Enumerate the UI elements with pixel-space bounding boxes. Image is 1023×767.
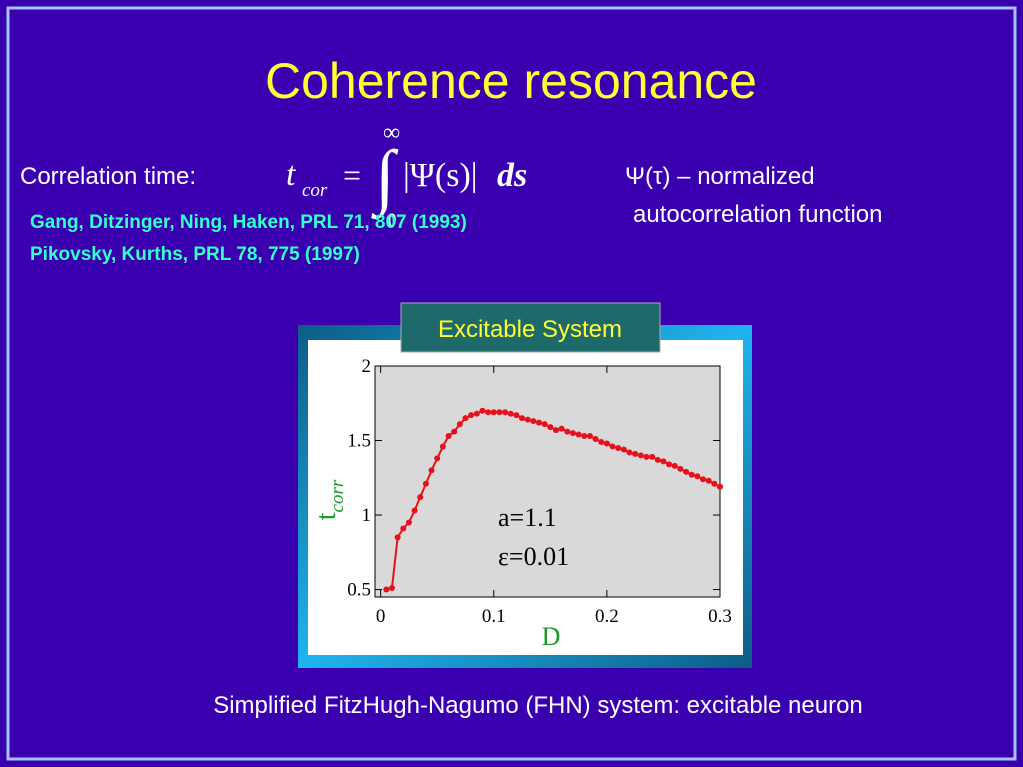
y-tick-label: 1.5: [347, 431, 371, 452]
x-tick-label: 0: [376, 606, 386, 627]
point: [451, 428, 458, 435]
point: [479, 407, 486, 414]
formula-integral: ∫: [371, 136, 399, 220]
point: [688, 471, 695, 478]
formula-integrand: |Ψ(s)|: [403, 157, 478, 194]
note: autocorrelation function: [633, 201, 883, 228]
point: [575, 431, 582, 438]
point: [524, 416, 531, 423]
box: [400, 302, 661, 353]
point: [439, 443, 446, 450]
annotation: a=1.1: [498, 503, 557, 532]
point: [428, 467, 435, 474]
label: Correlation time:: [20, 163, 196, 190]
point: [434, 455, 441, 462]
point: [637, 452, 644, 459]
point: [417, 494, 424, 501]
point: [603, 440, 610, 447]
point: [456, 421, 463, 428]
point: [666, 461, 673, 468]
y-axis-label: tcorr: [311, 479, 348, 520]
point: [394, 534, 401, 541]
point: [513, 412, 520, 419]
point: [660, 458, 667, 465]
reference: Gang, Ditzinger, Ning, Haken, PRL 71, 80…: [30, 212, 467, 233]
point: [717, 483, 723, 490]
point: [383, 586, 390, 593]
point: [507, 410, 514, 417]
point: [445, 433, 452, 440]
point: [643, 453, 650, 460]
point: [705, 477, 712, 484]
note: Ψ(τ) – normalized: [625, 163, 815, 190]
annotation: ε=0.01: [498, 542, 569, 571]
point: [400, 525, 407, 532]
point: [649, 453, 656, 460]
point: [502, 409, 509, 416]
formula-upper: ∞: [383, 120, 400, 146]
point: [677, 465, 684, 472]
point: [694, 473, 701, 480]
x-tick-label: 0.3: [708, 606, 732, 627]
point: [558, 425, 565, 432]
caption: Simplified FitzHugh-Nagumo (FHN) system:…: [213, 692, 863, 719]
point: [485, 409, 492, 416]
point: [496, 409, 503, 416]
point: [530, 418, 537, 425]
point: [405, 519, 412, 526]
point: [632, 450, 639, 457]
title: Coherence resonance: [265, 53, 757, 109]
formula: t cor = ∫ ∞ 0 |Ψ(s)| ds: [286, 120, 527, 231]
y-axis-label-main: t: [311, 512, 342, 520]
formula-lower: 0: [387, 210, 397, 231]
formula-differential: ds: [497, 157, 527, 194]
point: [654, 456, 661, 463]
point: [626, 449, 633, 456]
point: [620, 446, 627, 453]
point: [468, 412, 475, 419]
point: [683, 468, 690, 475]
point: [541, 421, 548, 428]
y-tick-label: 0.5: [347, 580, 371, 601]
box-title: Excitable System: [438, 316, 622, 343]
y-tick-label: 2: [362, 356, 372, 377]
point: [615, 444, 622, 451]
frame: [6, 6, 1017, 761]
plot-area: [374, 365, 721, 598]
y-axis-label-sub: corr: [327, 479, 348, 512]
point: [536, 419, 543, 426]
point: [552, 427, 559, 434]
point: [490, 409, 497, 416]
point: [592, 436, 599, 443]
x-tick-label: 0.2: [595, 606, 619, 627]
reference: Pikovsky, Kurths, PRL 78, 775 (1997): [30, 244, 360, 265]
point: [586, 433, 593, 440]
point: [388, 585, 395, 592]
point: [581, 433, 588, 440]
y-tick-label: 1: [362, 505, 372, 526]
x-axis-label: D: [542, 622, 561, 651]
point: [671, 462, 678, 469]
point: [547, 424, 554, 431]
formula-equals: =: [343, 157, 361, 193]
point: [519, 415, 526, 422]
point: [609, 443, 616, 450]
point: [411, 507, 418, 514]
point: [422, 480, 429, 487]
point: [700, 476, 707, 483]
formula-sub: cor: [302, 180, 328, 201]
x-tick-label: 0.1: [482, 606, 506, 627]
formula-lhs: t: [286, 156, 297, 193]
point: [569, 430, 576, 437]
point: [473, 410, 480, 417]
point: [598, 439, 605, 446]
point: [564, 428, 571, 435]
point: [462, 415, 469, 422]
point: [711, 480, 718, 487]
